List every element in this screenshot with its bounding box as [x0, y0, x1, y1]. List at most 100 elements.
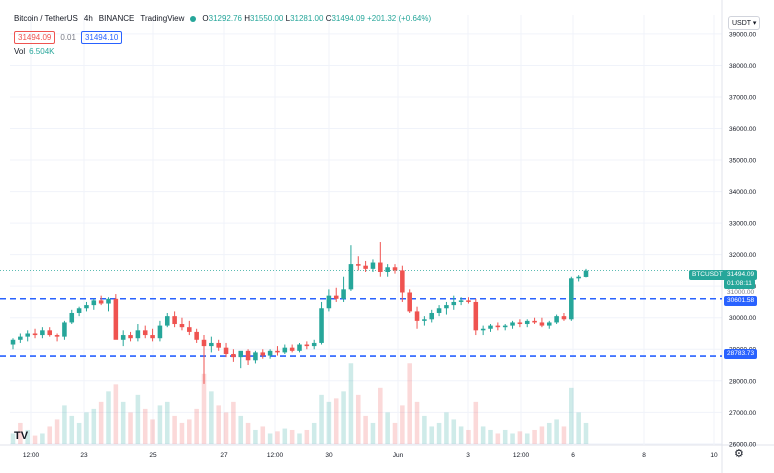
- candle-body: [297, 344, 302, 351]
- spread-value: 0.01: [60, 33, 76, 42]
- volume-bar: [76, 422, 82, 444]
- volume-bar: [466, 429, 471, 444]
- volume-bar: [253, 429, 258, 444]
- candle-body: [532, 320, 537, 323]
- volume-bar: [348, 363, 354, 444]
- current-price-tag: 31494.09: [724, 270, 758, 280]
- volume-bar: [378, 387, 383, 444]
- volume-bar: [172, 415, 177, 444]
- volume-bar: [157, 405, 163, 444]
- volume-bar: [113, 384, 119, 444]
- volume-bar: [583, 422, 589, 444]
- candle-body: [267, 350, 273, 356]
- time-tick-label: 27: [220, 452, 228, 459]
- candle-body: [187, 327, 192, 332]
- candle-body: [517, 322, 523, 325]
- volume-bar: [546, 422, 552, 444]
- volume-bar: [532, 429, 537, 444]
- candle-body: [194, 331, 199, 340]
- candle-body: [576, 276, 581, 279]
- volume-bar: [576, 412, 581, 444]
- candle-body: [238, 350, 244, 358]
- candle-body: [76, 308, 82, 313]
- tradingview-logo-icon[interactable]: TV: [14, 430, 29, 442]
- price-tick-label: 38000.00: [729, 63, 756, 70]
- volume-bar: [84, 412, 89, 444]
- volume-bar: [458, 426, 464, 444]
- time-tick-label: 12:00: [23, 452, 40, 459]
- time-tick-label: 12:00: [513, 452, 530, 459]
- candle-body: [502, 325, 508, 328]
- volume-bar: [289, 429, 295, 444]
- candle-body: [539, 322, 545, 326]
- volume-bar: [194, 408, 199, 444]
- currency-selector[interactable]: USDT ▾: [728, 16, 761, 30]
- candle-body: [524, 320, 530, 325]
- volume-bar: [319, 394, 324, 444]
- candle-body: [569, 278, 574, 320]
- volume-bar: [267, 433, 273, 444]
- change-value: +201.32 (+0.64%): [367, 14, 432, 23]
- candle-body: [150, 335, 155, 339]
- candle-body: [69, 312, 75, 323]
- candle-body: [98, 300, 104, 304]
- candle-body: [510, 322, 515, 326]
- time-tick-label: 10: [710, 452, 718, 459]
- candle-body: [444, 305, 449, 309]
- time-tick-label: 25: [149, 452, 157, 459]
- interval-label[interactable]: 4h: [83, 14, 93, 23]
- volume-bar: [69, 415, 75, 444]
- candle-body: [341, 289, 346, 299]
- volume-bar: [179, 422, 185, 444]
- volume-bar: [370, 422, 376, 444]
- candle-body: [142, 330, 148, 336]
- candle-body: [157, 325, 163, 339]
- candle-body: [363, 265, 368, 269]
- time-tick-label: 23: [80, 452, 88, 459]
- buy-button[interactable]: 31494.10: [80, 31, 123, 44]
- line-tag-lower[interactable]: 28783.73: [724, 349, 758, 359]
- volume-bar: [510, 433, 515, 444]
- line-tag-upper[interactable]: 30601.58: [724, 296, 758, 306]
- volume-bar: [451, 419, 457, 444]
- sell-button[interactable]: 31494.09: [14, 31, 56, 44]
- volume-bar: [422, 415, 427, 444]
- candle-body: [370, 262, 376, 269]
- candle-body: [561, 316, 567, 320]
- candle-body: [128, 335, 133, 339]
- volume-bar: [120, 401, 126, 444]
- candle-body: [348, 264, 354, 290]
- source-label: TradingView: [140, 14, 185, 23]
- volume-legend: Vol 6.504K: [14, 47, 54, 56]
- candle-body: [179, 324, 185, 328]
- volume-bar: [561, 426, 567, 444]
- candle-body: [319, 308, 324, 343]
- candle-body: [311, 342, 317, 347]
- candle-body: [135, 330, 141, 339]
- volume-bar: [333, 398, 339, 444]
- price-tick-label: 36000.00: [729, 126, 756, 133]
- gear-icon[interactable]: ⚙: [734, 448, 744, 460]
- symbol-name[interactable]: Bitcoin / TetherUS: [14, 14, 78, 23]
- volume-bar: [297, 433, 302, 444]
- candle-body: [164, 316, 170, 326]
- volume-bar: [10, 433, 16, 444]
- volume-bar: [128, 412, 133, 444]
- candle-body: [451, 301, 457, 306]
- trade-buttons: 31494.09 0.01 31494.10: [14, 31, 123, 44]
- volume-bar: [135, 394, 141, 444]
- volume-bar: [275, 431, 280, 444]
- candle-body: [583, 270, 589, 277]
- candle-body: [47, 330, 53, 336]
- time-tick-label: 12:00: [267, 452, 284, 459]
- volume-bar: [282, 428, 288, 444]
- volume-bar: [436, 422, 442, 444]
- time-tick-label: 6: [571, 452, 575, 459]
- candle-body: [54, 335, 60, 337]
- time-tick-label: Jun: [393, 452, 404, 459]
- price-tick-label: 28000.00: [729, 378, 756, 385]
- volume-bar: [245, 422, 251, 444]
- volume-bar: [488, 429, 493, 444]
